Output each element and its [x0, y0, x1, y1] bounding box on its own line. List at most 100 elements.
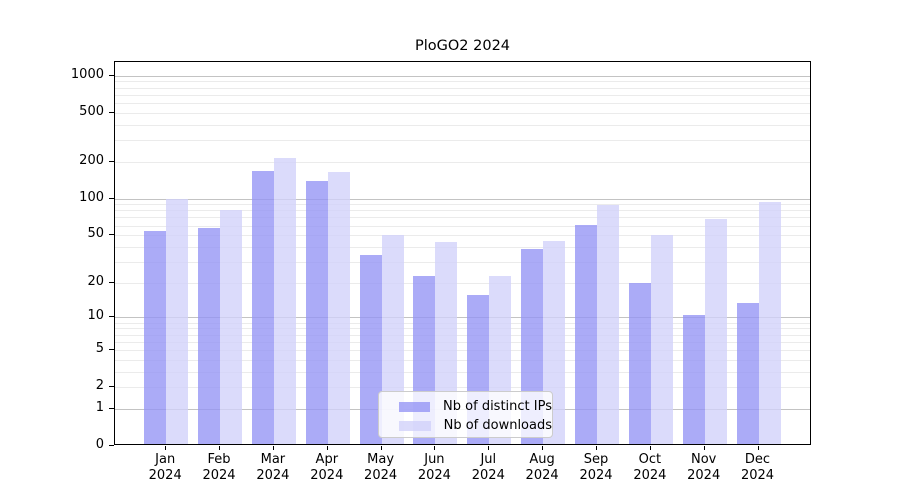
bar-apr-distinct-ips: [305, 180, 328, 444]
bar-jan-downloads: [166, 199, 189, 444]
gridline-minor: [115, 217, 810, 219]
gridline-minor: [115, 322, 810, 324]
x-tick-mark: [596, 446, 597, 450]
x-tick-label-year: 2024: [579, 468, 613, 483]
x-tick-mark: [703, 446, 705, 450]
x-tick-label: Jun 2024: [402, 452, 466, 484]
bar-feb-distinct-ips: [198, 228, 221, 444]
x-tick-label-month: Jan: [155, 452, 176, 467]
x-tick-label-year: 2024: [364, 468, 398, 483]
legend: Nb of distinct IPs Nb of downloads: [378, 391, 553, 438]
x-tick-label-month: May: [367, 452, 395, 467]
x-tick-label-year: 2024: [687, 468, 721, 483]
bar-mar-distinct-ips: [251, 170, 274, 444]
gridline-minor: [115, 161, 810, 163]
y-tick-label: 20: [87, 273, 104, 289]
x-tick-label-year: 2024: [256, 468, 290, 483]
bar-oct-downloads: [650, 235, 673, 444]
gridline-minor: [115, 261, 810, 263]
x-tick-label: Oct 2024: [618, 452, 682, 484]
legend-label-distinct-ips: Nb of distinct IPs: [443, 399, 552, 414]
y-tick-label: 5: [95, 340, 104, 356]
x-tick-mark: [434, 446, 436, 450]
chart-title: PloGO2 2024: [414, 38, 511, 54]
gridline-minor: [115, 124, 810, 126]
x-tick-mark: [380, 446, 382, 450]
gridline-minor: [115, 210, 810, 212]
x-tick-label: Feb 2024: [187, 452, 251, 484]
x-tick-label-year: 2024: [202, 468, 236, 483]
legend-swatch-distinct-ips: [399, 401, 431, 412]
x-tick-label-year: 2024: [740, 468, 775, 483]
bar-dec-downloads: [758, 202, 781, 444]
bar-jan-distinct-ips: [144, 231, 167, 444]
x-tick-label: Nov 2024: [672, 452, 736, 484]
y-tick-label: 200: [79, 152, 104, 168]
gridline-major: [115, 75, 810, 77]
y-tick-label: 0: [95, 437, 104, 452]
y-tick-mark: [109, 316, 114, 317]
bar-sep-downloads: [597, 204, 619, 444]
x-tick-label-year: 2024: [148, 468, 182, 483]
y-tick-mark: [109, 112, 114, 113]
plot-area: [114, 61, 811, 445]
x-tick-mark: [757, 446, 759, 450]
bar-apr-downloads: [327, 171, 350, 444]
bar-nov-downloads: [704, 218, 727, 444]
gridline-minor: [115, 87, 810, 89]
x-tick-label: Mar 2024: [241, 452, 305, 484]
gridline-minor: [115, 387, 810, 389]
gridline-minor: [115, 81, 810, 83]
y-tick-mark: [109, 445, 114, 446]
gridline-minor: [115, 334, 810, 336]
x-tick-mark: [272, 446, 274, 450]
gridline-major: [115, 317, 810, 319]
y-tick-mark: [109, 349, 114, 350]
x-tick-label-month: Aug: [529, 452, 555, 467]
x-tick-label-year: 2024: [471, 468, 505, 483]
y-tick-mark: [109, 282, 114, 283]
y-tick-mark: [109, 408, 114, 409]
gridline-minor: [115, 359, 810, 361]
x-tick-label: Sep 2024: [564, 452, 628, 484]
gridline-minor: [115, 246, 810, 248]
gridline-minor: [115, 282, 810, 284]
x-tick-mark: [488, 446, 490, 450]
y-tick-label: 2: [95, 378, 104, 394]
y-tick-mark: [109, 161, 114, 162]
y-tick-label: 1: [95, 399, 104, 415]
y-tick-mark: [109, 234, 114, 235]
x-tick-label: Aug 2024: [510, 452, 574, 484]
x-tick-label-month: Apr: [315, 452, 339, 467]
x-tick-label-year: 2024: [310, 468, 344, 483]
y-tick-label: 50: [87, 226, 104, 242]
x-tick-mark: [326, 446, 328, 450]
x-tick-label-year: 2024: [525, 468, 559, 483]
y-tick-label: 10: [87, 308, 104, 324]
legend-label-downloads: Nb of downloads: [443, 418, 552, 433]
gridline-minor: [115, 204, 810, 206]
x-tick-label-year: 2024: [417, 468, 451, 483]
bar-dec-distinct-ips: [736, 302, 759, 444]
legend-swatch-downloads: [399, 420, 431, 431]
x-tick-label-month: Mar: [260, 452, 286, 467]
gridline-minor: [115, 225, 810, 227]
x-tick-label: Apr 2024: [295, 452, 359, 484]
x-tick-label-month: Dec: [744, 452, 771, 467]
x-tick-label: May 2024: [349, 452, 413, 484]
bar-feb-downloads: [220, 210, 243, 444]
bar-nov-distinct-ips: [682, 315, 705, 444]
y-tick-label: 1000: [70, 66, 104, 82]
y-tick-mark: [109, 386, 114, 387]
y-tick-mark: [109, 198, 114, 199]
y-tick-label: 100: [79, 189, 104, 205]
y-tick-mark: [109, 75, 114, 76]
bar-mar-downloads: [273, 158, 296, 444]
bar-sep-distinct-ips: [575, 224, 597, 444]
x-tick-mark: [219, 446, 220, 450]
x-tick-label-month: Oct: [638, 452, 662, 467]
x-tick-label-month: Jul: [480, 452, 497, 467]
gridline-minor: [115, 235, 810, 237]
x-tick-label-year: 2024: [633, 468, 667, 483]
